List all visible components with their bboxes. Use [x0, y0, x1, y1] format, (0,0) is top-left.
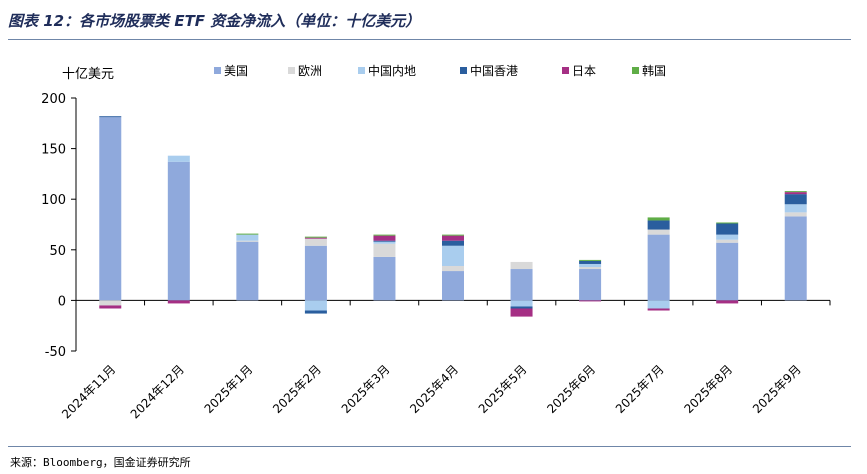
bar-segment [579, 259, 602, 261]
bar-segment [716, 242, 739, 301]
y-tick-label: 200 [41, 92, 66, 107]
x-tick-label: 2025年7月 [613, 362, 667, 416]
bar-segment [784, 191, 807, 193]
y-tick-label: -50 [45, 345, 66, 360]
bar-segment [304, 238, 327, 246]
legend-label: 韩国 [642, 63, 666, 78]
bar-segment [373, 240, 396, 242]
bar-segment [784, 216, 807, 301]
bar-segment [167, 155, 190, 162]
bar-segment [647, 308, 670, 311]
legend-swatch [460, 67, 467, 74]
bar-segment [99, 305, 122, 309]
bar-segment [716, 300, 739, 304]
legend-swatch [214, 67, 221, 74]
y-axis-label: 十亿美元 [62, 67, 114, 82]
bar-segment [647, 300, 670, 309]
bar-segment [510, 269, 533, 301]
x-tick-label: 2025年6月 [544, 362, 598, 416]
bar-segment [442, 234, 464, 236]
bar-segment [236, 234, 259, 241]
title-divider [8, 39, 851, 40]
bar-segment [373, 256, 396, 301]
legend-label: 中国香港 [470, 63, 518, 78]
bar-segment [442, 245, 464, 266]
x-tick-label: 2024年11月 [59, 362, 118, 421]
bar-segment [236, 233, 259, 235]
bar-segment [304, 237, 327, 239]
bar-segment [304, 236, 327, 238]
bar-segment [647, 234, 670, 301]
bar-segment [99, 300, 122, 306]
x-tick-label: 2025年8月 [681, 362, 735, 416]
bar-segment [442, 271, 464, 301]
x-tick-label: 2025年9月 [750, 362, 804, 416]
bar-segment [99, 117, 122, 301]
bar-segment [167, 300, 190, 304]
bar-segment [167, 161, 190, 301]
chart-title: 图表 12：各市场股票类 ETF 资金净流入（单位：十亿美元） [8, 12, 421, 30]
bar-segment [304, 300, 327, 311]
bar-segment [579, 269, 602, 301]
bar-segment [442, 240, 464, 246]
bar-segment [373, 243, 396, 257]
bar-segment [716, 239, 739, 243]
bar-segment [510, 308, 533, 317]
y-tick-label: 0 [58, 294, 66, 309]
x-tick-label: 2025年3月 [339, 362, 393, 416]
legend-swatch [562, 67, 569, 74]
bar-segment [579, 267, 602, 270]
bar-segment [579, 263, 602, 268]
bar-segment [373, 234, 396, 236]
bar-segment [647, 220, 670, 230]
x-tick-label: 2025年1月 [202, 362, 256, 416]
legend-swatch [288, 67, 295, 74]
bar-segment [99, 116, 122, 118]
bar-segment [784, 212, 807, 217]
bar-segment [510, 306, 533, 309]
bar-segment [510, 300, 533, 307]
bar-segment [716, 223, 739, 235]
bar-segment [784, 192, 807, 195]
bar-segment [304, 245, 327, 301]
bar-segment [647, 229, 670, 235]
legend-label: 日本 [572, 64, 596, 78]
x-tick-label: 2025年2月 [270, 362, 324, 416]
bar-segment [579, 300, 602, 302]
legend-label: 欧洲 [298, 64, 322, 78]
bar-segment [442, 235, 464, 241]
bar-segment [784, 194, 807, 205]
legend-label: 美国 [224, 64, 248, 78]
bar-segment [373, 235, 396, 241]
y-tick-label: 150 [41, 143, 66, 158]
x-tick-label: 2025年4月 [407, 362, 461, 416]
bar-segment [647, 217, 670, 221]
bar-segment [373, 241, 396, 244]
bar-segment [304, 310, 327, 314]
y-tick-label: 100 [41, 193, 66, 208]
bar-segment [579, 260, 602, 264]
bar-segment [236, 241, 259, 301]
bar-segment [784, 204, 807, 213]
bar-segment [510, 261, 533, 270]
legend-swatch [632, 67, 639, 74]
bar-segment [442, 265, 464, 272]
legend-swatch [358, 67, 365, 74]
bar-segment [236, 240, 259, 242]
source-note: 来源：Bloomberg，国金证券研究所 [10, 456, 191, 469]
x-tick-label: 2025年5月 [476, 362, 530, 416]
x-tick-label: 2024年12月 [128, 362, 187, 421]
bar-segment [716, 222, 739, 224]
source-divider [8, 446, 851, 447]
legend-label: 中国内地 [368, 63, 416, 78]
y-tick-label: 50 [49, 244, 66, 259]
bar-segment [716, 234, 739, 240]
